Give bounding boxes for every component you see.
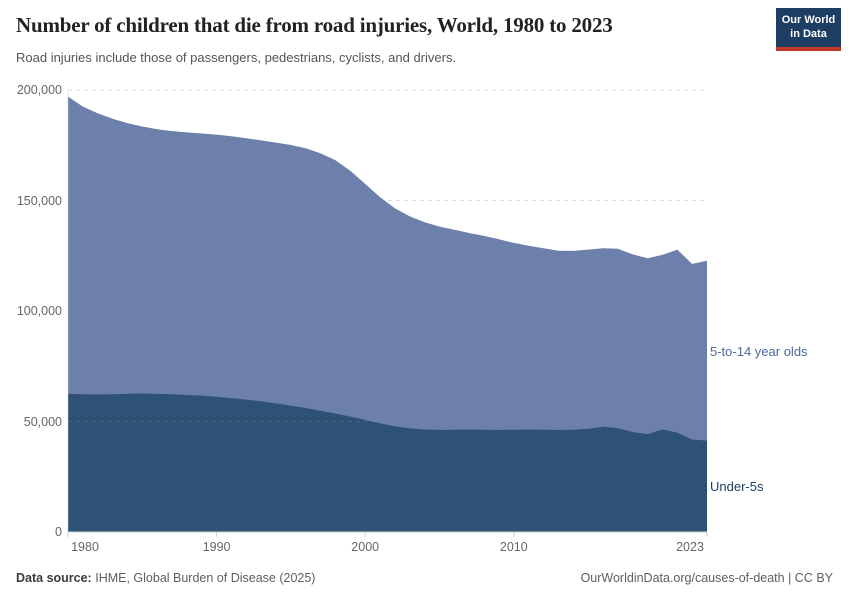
chart-title: Number of children that die from road in…	[16, 13, 613, 37]
data-source-value: IHME, Global Burden of Disease (2025)	[95, 571, 316, 585]
y-axis-tick-label: 200,000	[16, 83, 62, 97]
y-axis-tick-label: 50,000	[23, 414, 62, 429]
chart-subtitle: Road injuries include those of passenger…	[16, 50, 457, 65]
area-under-5s[interactable]	[68, 393, 707, 532]
x-axis-tick-label: 2000	[351, 540, 380, 554]
y-axis-tick-label: 0	[55, 525, 62, 539]
owid-logo-line1: Our World	[781, 14, 836, 26]
owid-logo-line2: in Data	[790, 27, 827, 40]
x-axis-tick-label: 2023	[676, 540, 704, 554]
x-axis-tick-label: 1990	[202, 540, 231, 554]
x-axis-tick-label: 1980	[71, 540, 99, 554]
y-axis-tick-label: 150,000	[16, 193, 62, 208]
x-axis-tick-label: 2010	[499, 540, 528, 554]
credit-link[interactable]: OurWorldinData.org/causes-of-death | CC …	[580, 571, 833, 585]
series-label-5-to-14: 5-to-14 year olds	[710, 344, 808, 359]
series-label-under-5s: Under-5s	[710, 479, 764, 494]
y-axis-tick-label: 100,000	[16, 304, 62, 318]
data-source-label: Data source:	[16, 571, 92, 585]
owid-logo[interactable]: Our World in Data	[776, 8, 841, 51]
data-source-note: Data source: IHME, Global Burden of Dise…	[16, 571, 315, 585]
